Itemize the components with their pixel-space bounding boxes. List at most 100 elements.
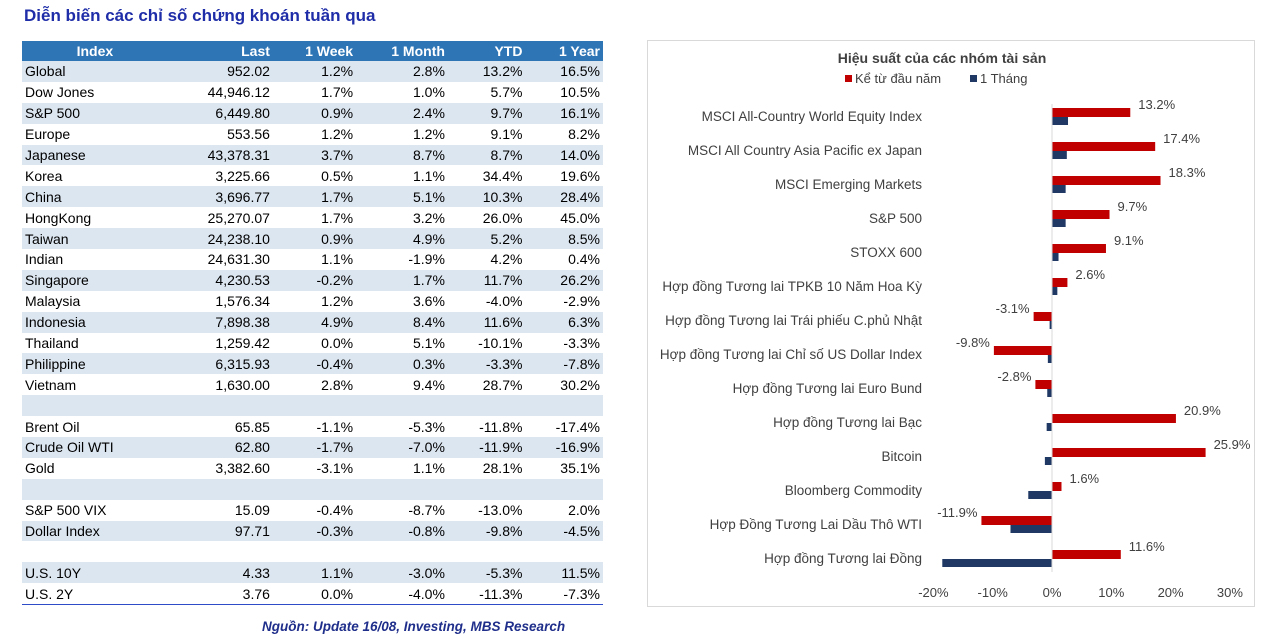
data-label-ytd: -3.1% <box>996 301 1030 316</box>
table-cell: 8.7% <box>447 144 526 166</box>
table-row: Taiwan 24,238.10 0.9% 4.9% 5.2% 8.5% <box>22 228 603 250</box>
table-row: Crude Oil WTI 62.80 -1.7% -7.0% -11.9% -16.9% <box>22 437 603 458</box>
row-label: S&P 500 <box>22 102 168 124</box>
table-cell: 1.7% <box>272 186 357 208</box>
table-cell: 44,946.12 <box>207 84 270 101</box>
row-label: Gold <box>25 460 55 477</box>
bar-ytd <box>1035 380 1052 389</box>
table-cell: 3.76 <box>167 583 273 606</box>
table-cell: 8.4% <box>356 311 448 333</box>
bar-1-month <box>1052 219 1066 227</box>
table-cell: 0.4% <box>568 251 600 268</box>
table-cell: 14.0% <box>525 144 603 166</box>
bar-ytd <box>1033 312 1052 321</box>
x-tick-label: -10% <box>978 585 1009 600</box>
table-cell: 1.7% <box>321 209 354 226</box>
category-label: Hợp Đồng Tương Lai Dầu Thô WTI <box>710 517 922 532</box>
table-row <box>22 541 603 562</box>
row-label: Philippine <box>22 353 168 375</box>
table-cell: 16.5% <box>525 61 603 82</box>
table-cell: 26.0% <box>482 209 523 226</box>
bar-ytd <box>981 516 1052 525</box>
bar-ytd <box>1052 244 1106 253</box>
table-row: Malaysia 1,576.34 1.2% 3.6% -4.0% -2.9% <box>22 291 603 312</box>
table-row: Philippine 6,315.93 -0.4% 0.3% -3.3% -7.8% <box>22 353 603 375</box>
table-row: China 3,696.77 1.7% 5.1% 10.3% 28.4% <box>22 186 603 208</box>
table-cell: -0.8% <box>356 520 448 542</box>
table-cell: 8.5% <box>525 228 603 250</box>
table-cell <box>272 395 357 417</box>
table-cell: 65.85 <box>234 418 270 435</box>
table-cell: 9.7% <box>447 102 526 124</box>
table-row: Thailand 1,259.42 0.0% 5.1% -10.1% -3.3% <box>22 333 603 354</box>
table-cell: 4.9% <box>356 228 448 250</box>
bar-1-month <box>1052 151 1067 159</box>
table-cell: 5.1% <box>356 186 448 208</box>
table-cell: -3.1% <box>316 460 354 477</box>
column-header-2: 1 Week <box>272 41 357 61</box>
bar-ytd <box>1052 142 1156 151</box>
table-cell: 24,238.10 <box>167 228 273 250</box>
table-cell <box>356 478 448 500</box>
x-tick-label: 20% <box>1158 585 1184 600</box>
legend-label-month: 1 Tháng <box>980 71 1027 86</box>
table-cell: 11.7% <box>447 269 526 291</box>
category-label: Bitcoin <box>881 449 922 464</box>
bar-ytd <box>1052 176 1161 185</box>
table-cell: 5.2% <box>447 228 526 250</box>
table-cell: 8.2% <box>568 126 600 143</box>
row-label: U.S. 2Y <box>22 583 168 606</box>
table-cell: -7.3% <box>525 583 603 606</box>
table-row: Singapore 4,230.53 -0.2% 1.7% 11.7% 26.2% <box>22 269 603 291</box>
data-label-ytd: 1.6% <box>1069 471 1099 486</box>
row-label: Thailand <box>25 335 79 352</box>
table-cell: -16.9% <box>525 437 603 458</box>
data-label-ytd: 25.9% <box>1214 437 1251 452</box>
table-cell: 11.5% <box>525 562 603 584</box>
table-cell: -5.3% <box>408 418 445 435</box>
table-cell <box>447 395 526 417</box>
category-label: STOXX 600 <box>850 245 922 260</box>
category-label: Hợp đồng Tương lai Đồng <box>764 551 922 566</box>
bar-ytd <box>993 346 1052 355</box>
column-header-1: Last <box>167 41 273 61</box>
table-cell: 2.4% <box>356 102 448 124</box>
table-row: HongKong 25,270.07 1.7% 3.2% 26.0% 45.0% <box>22 207 603 228</box>
table-cell: 34.4% <box>482 167 523 184</box>
table-cell: 13.2% <box>447 61 526 82</box>
table-cell: 43,378.31 <box>167 144 273 166</box>
data-label-ytd: 17.4% <box>1163 131 1200 146</box>
table-cell: 3.6% <box>412 293 445 310</box>
table-header-row: Index Last 1 Week 1 Month YTD 1 Year <box>22 41 603 61</box>
table-cell: 1.0% <box>412 84 445 101</box>
row-label: Crude Oil WTI <box>22 437 168 458</box>
x-tick-label: 10% <box>1098 585 1124 600</box>
table-cell: -10.1% <box>478 335 523 352</box>
bar-1-month <box>942 559 1052 567</box>
data-label-ytd: 9.1% <box>1114 233 1144 248</box>
bar-1-month <box>1044 457 1052 465</box>
row-label: Vietnam <box>25 376 77 393</box>
table-row: Korea 3,225.66 0.5% 1.1% 34.4% 19.6% <box>22 165 603 186</box>
bar-1-month <box>1052 253 1059 261</box>
category-label: MSCI Emerging Markets <box>775 177 922 192</box>
table-cell: -4.0% <box>356 583 448 606</box>
table-cell: 5.7% <box>490 84 523 101</box>
table-cell <box>356 541 448 562</box>
column-header-3: 1 Month <box>356 41 448 61</box>
table-cell: 1.7% <box>356 269 448 291</box>
table-cell: 1.2% <box>321 293 354 310</box>
row-label: Singapore <box>22 269 168 291</box>
bar-1-month <box>1010 525 1052 533</box>
table-cell: 1.1% <box>321 251 354 268</box>
x-tick-label: -20% <box>918 585 949 600</box>
bar-1-month <box>1052 185 1066 193</box>
table-row: Vietnam 1,630.00 2.8% 9.4% 28.7% 30.2% <box>22 374 603 395</box>
table-cell: 3.7% <box>272 144 357 166</box>
row-label <box>22 541 168 562</box>
table-cell: 30.2% <box>560 376 600 393</box>
table-cell: 97.71 <box>167 520 273 542</box>
legend-label-ytd: Kể từ đầu năm <box>855 71 941 86</box>
row-label: S&P 500 VIX <box>25 502 107 519</box>
chart-plot-area: MSCI All-Country World Equity Index 13.2%… <box>660 97 1251 600</box>
